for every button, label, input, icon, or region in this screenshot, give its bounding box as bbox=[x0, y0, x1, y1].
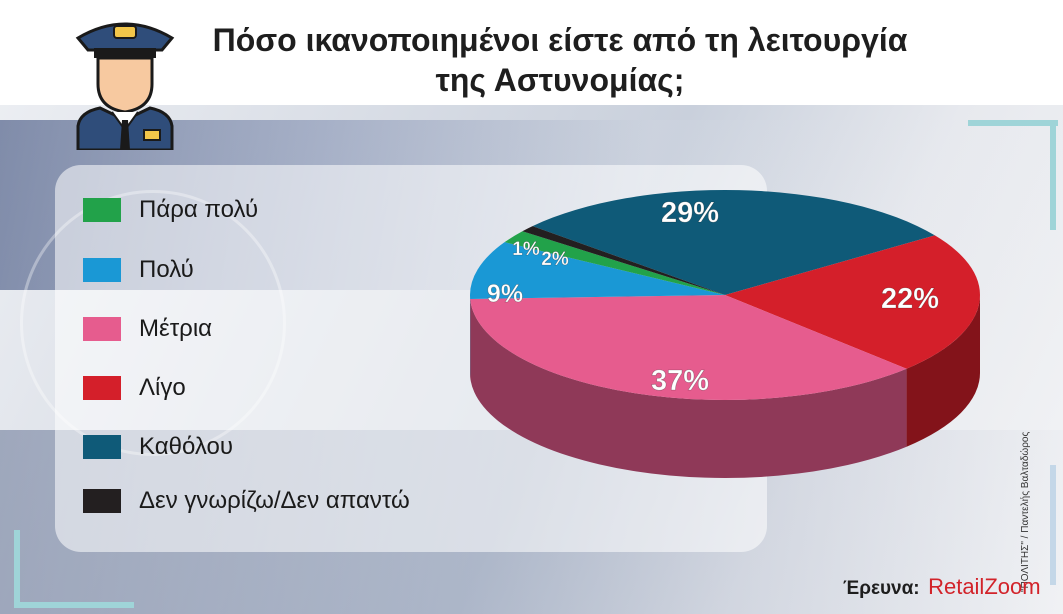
legend-label: Δεν γνωρίζω/Δεν απαντώ bbox=[139, 487, 410, 514]
pie-slice-side bbox=[906, 295, 980, 447]
legend-label: Μέτρια bbox=[139, 315, 213, 342]
legend-swatch bbox=[83, 435, 121, 459]
photo-credit: "ΠΟΛΙΤΗΣ" / Παντελής Βαλταδώρος bbox=[1020, 431, 1031, 592]
pie-data-label: 37% bbox=[651, 365, 709, 397]
frame-accent bbox=[14, 602, 134, 608]
pie-data-label: 9% bbox=[487, 280, 523, 308]
legend-swatch bbox=[83, 258, 121, 282]
source-brand: RetailZoom bbox=[928, 574, 1041, 599]
legend-swatch bbox=[83, 198, 121, 222]
legend-label: Πάρα πολύ bbox=[139, 196, 259, 223]
source-label: Έρευνα: bbox=[843, 578, 920, 599]
pie-chart: 29% 22% 37% 9% 2%1% bbox=[470, 189, 981, 479]
pie-data-label: 1% bbox=[512, 239, 540, 260]
police-officer-icon bbox=[75, 22, 175, 150]
pie-data-label: 2% bbox=[541, 249, 569, 270]
pie-slice bbox=[470, 295, 907, 401]
source-line: Έρευνα: RetailZoom bbox=[843, 574, 1041, 600]
title-line-2: της Αστυνομίας; bbox=[435, 62, 685, 98]
pie-slice bbox=[470, 242, 725, 300]
pie-slice bbox=[532, 189, 935, 295]
pie-slice-side bbox=[470, 299, 907, 479]
frame-accent bbox=[968, 120, 1058, 126]
pie-slice bbox=[522, 226, 725, 295]
legend-label: Πολύ bbox=[139, 256, 194, 283]
pie-slice bbox=[725, 235, 981, 369]
legend-label: Λίγο bbox=[139, 374, 186, 401]
pie-data-label: 29% bbox=[661, 197, 719, 229]
frame-accent bbox=[1050, 120, 1056, 230]
legend-swatch bbox=[83, 489, 121, 513]
legend-label: Καθόλου bbox=[139, 433, 233, 460]
legend-swatch bbox=[83, 317, 121, 341]
title-line-1: Πόσο ικανοποιημένοι είστε από τη λειτουρ… bbox=[212, 22, 908, 58]
pie-data-label: 22% bbox=[881, 283, 939, 315]
chart-title: Πόσο ικανοποιημένοι είστε από τη λειτουρ… bbox=[180, 20, 940, 100]
legend-swatch bbox=[83, 376, 121, 400]
header-band bbox=[0, 0, 1063, 105]
pie-slice bbox=[504, 231, 725, 295]
frame-accent bbox=[1050, 465, 1056, 585]
frame-accent bbox=[14, 530, 20, 608]
